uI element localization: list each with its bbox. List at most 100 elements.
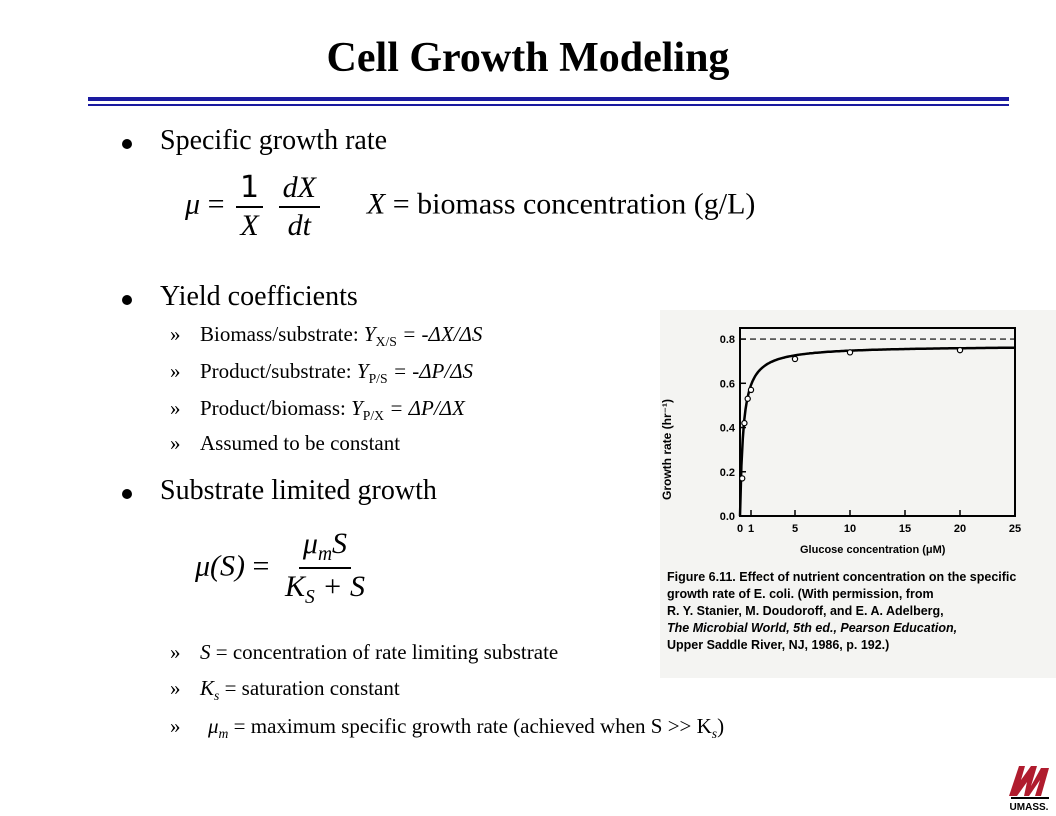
x-tick-label: 5 — [792, 523, 798, 535]
mu-symbol: μ — [302, 527, 318, 560]
title-rule-top — [88, 97, 1009, 101]
bullet-dot — [122, 295, 132, 305]
growth-rate-figure: 0.00.20.40.60.80 1 5 10 15 20 25 Growth rate (… — [660, 310, 1056, 678]
monod-fraction: μmS KS + S — [281, 528, 369, 609]
item-subscript: P/S — [368, 371, 388, 387]
data-point — [747, 386, 755, 394]
equals: = — [252, 549, 270, 583]
y-tick-label: 0.0 — [720, 511, 735, 523]
logo-text: UMASS. — [1010, 802, 1049, 812]
figure-caption-line-4: The Microbial World, 5th ed., Pearson Ed… — [667, 621, 958, 635]
data-point — [738, 475, 746, 482]
umass-logo-icon: UMASS. — [1007, 762, 1051, 812]
item-expression: = -ΔP/ΔS — [387, 359, 474, 383]
def-text: = concentration of rate limiting substra… — [210, 640, 559, 664]
item-subscript: P/X — [362, 408, 385, 424]
subscript: S — [304, 587, 315, 609]
x-tick-label: 0 — [737, 523, 743, 535]
sub-marker: » — [170, 396, 181, 420]
def-subscript: s — [214, 688, 220, 704]
y-tick-label: 0.2 — [720, 467, 735, 479]
def-symbol: μ — [208, 714, 219, 738]
sub-marker: » — [170, 640, 181, 664]
sub-marker: » — [170, 676, 181, 700]
sub-marker: » — [170, 431, 181, 455]
s-symbol: S — [332, 527, 348, 560]
figure-caption-line-5: Upper Saddle River, NJ, 1986, p. 192.) — [667, 638, 890, 652]
bullet-yield-coefficients: Yield coefficients — [160, 281, 358, 312]
item-label: Product/biomass: — [200, 396, 352, 420]
bullet-dot — [122, 139, 132, 149]
item-label: Product/substrate: — [200, 359, 357, 383]
specific-growth-rate-equation: μ = 1 X dX dt X = biomass concentration … — [185, 172, 755, 241]
data-point — [791, 355, 799, 363]
x-axis-label: Glucose concentration (μM) — [800, 544, 946, 556]
denominator: KS + S — [281, 569, 369, 608]
def-text: = maximum specific growth rate (achieved… — [228, 714, 712, 738]
subscript: m — [317, 544, 333, 565]
yield-product-biomass: » Product/biomass: YP/X = ΔP/ΔX — [170, 396, 465, 424]
def-symbol: S — [200, 640, 211, 664]
data-point — [744, 395, 751, 402]
monod-equation: μ(S) = μmS KS + S — [195, 528, 373, 609]
item-symbol: Y — [363, 322, 376, 346]
y-tick-label: 0.4 — [720, 423, 736, 435]
bullet-dot — [122, 489, 132, 499]
page-title: Cell Growth Modeling — [326, 35, 730, 81]
biomass-variable: X — [366, 187, 386, 221]
def-text: = saturation constant — [219, 676, 400, 700]
def-tail: ) — [717, 714, 725, 738]
mu-of-s: μ(S) — [195, 549, 246, 583]
sub-marker: » — [170, 714, 181, 738]
item-label: Biomass/substrate: — [200, 322, 364, 346]
sub-marker: » — [170, 359, 181, 383]
data-point — [846, 349, 854, 356]
mu-symbol: μ — [185, 187, 201, 221]
yield-biomass-substrate: » Biomass/substrate: YX/S = -ΔX/ΔS — [170, 322, 482, 350]
fraction-1-over-x: 1 X — [235, 172, 264, 242]
def-s: » S = concentration of rate limiting subs… — [170, 640, 558, 665]
plus-s: + S — [314, 570, 365, 604]
note-text: Assumed to be constant — [200, 431, 401, 455]
y-tick-label: 0.8 — [720, 334, 735, 346]
sub-marker: » — [170, 322, 181, 346]
bullet-specific-growth-rate: Specific growth rate — [160, 125, 388, 156]
numerator: 1 — [235, 172, 264, 208]
x-tick-label: 10 — [844, 523, 856, 535]
y-axis-label: Growth rate (hr⁻¹) — [660, 399, 674, 500]
monod-curve-line — [738, 346, 1015, 517]
figure-caption-line-3: R. Y. Stanier, M. Doudoroff, and E. A. A… — [667, 604, 944, 618]
def-ks: » Ks = saturation constant — [170, 676, 400, 704]
figure-caption-line-1: Figure 6.11. Effect of nutrient concentr… — [667, 570, 1017, 584]
def-symbol: K — [200, 676, 215, 700]
data-point — [741, 419, 748, 427]
yield-constant-note: » Assumed to be constant — [170, 431, 400, 456]
denominator: dt — [287, 208, 311, 242]
plot-frame — [739, 327, 1016, 517]
numerator: dX — [278, 172, 320, 208]
bullet-substrate-limited-growth: Substrate limited growth — [160, 475, 437, 506]
equals: = — [207, 187, 225, 221]
y-tick-label: 0.6 — [720, 378, 735, 390]
x-tick-label: 15 — [899, 523, 911, 535]
k-symbol: K — [284, 570, 305, 604]
data-point — [956, 346, 964, 354]
def-tail-subscript: s — [711, 726, 718, 742]
yield-product-substrate: » Product/substrate: YP/S = -ΔP/ΔS — [170, 359, 473, 387]
def-mu-m: » μm = maximum specific growth rate (achi… — [170, 714, 724, 742]
def-subscript: m — [218, 726, 229, 742]
item-subscript: X/S — [375, 334, 397, 350]
denominator: X — [240, 208, 259, 242]
item-symbol: Y — [351, 396, 363, 420]
numerator: μmS — [298, 527, 352, 570]
item-expression: = ΔP/ΔX — [384, 396, 465, 420]
x-tick-label: 20 — [954, 523, 966, 535]
figure-caption-line-2: growth rate of E. coli. (With permission… — [667, 587, 934, 601]
item-expression: = -ΔX/ΔS — [396, 322, 483, 346]
biomass-definition: = biomass concentration (g/L) — [385, 187, 756, 221]
fraction-dx-dt: dX dt — [278, 172, 320, 242]
figure-background — [660, 310, 1056, 678]
x-tick-label: 1 — [748, 523, 754, 535]
item-symbol: Y — [356, 359, 369, 383]
title-rule-bottom — [88, 104, 1009, 106]
